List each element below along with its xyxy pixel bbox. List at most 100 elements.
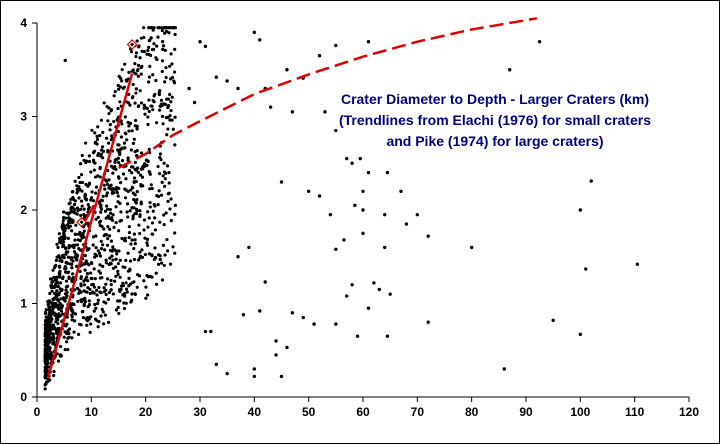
data-point — [142, 49, 146, 54]
data-point — [54, 320, 58, 324]
data-point — [120, 79, 124, 83]
data-point — [167, 181, 171, 185]
data-point — [57, 264, 62, 268]
data-point — [142, 103, 146, 107]
data-point — [50, 280, 54, 284]
data-point — [123, 239, 128, 243]
data-point — [123, 196, 128, 200]
data-point — [63, 229, 67, 233]
data-point — [109, 283, 113, 287]
data-point — [49, 355, 53, 360]
data-point — [214, 75, 218, 79]
data-point — [198, 40, 202, 44]
data-point — [133, 150, 137, 154]
data-point — [144, 285, 148, 289]
data-point — [122, 141, 127, 145]
data-point — [164, 211, 168, 215]
data-point — [101, 264, 105, 268]
data-point — [61, 227, 65, 231]
data-point — [96, 325, 100, 329]
data-point — [59, 281, 63, 285]
data-point — [130, 69, 134, 73]
data-point — [426, 234, 430, 238]
data-point — [108, 123, 112, 127]
data-point — [156, 164, 160, 169]
data-point — [334, 247, 338, 251]
data-point — [285, 68, 289, 72]
data-point — [146, 48, 150, 53]
data-point — [130, 298, 134, 302]
data-point — [173, 231, 177, 235]
data-point — [143, 112, 147, 116]
data-point — [77, 291, 81, 296]
data-point — [83, 141, 88, 145]
data-point — [95, 288, 99, 292]
data-point — [91, 235, 96, 239]
data-point — [55, 314, 59, 318]
data-point — [79, 323, 83, 327]
data-point — [146, 225, 150, 229]
data-point — [106, 297, 110, 301]
data-point — [43, 343, 47, 347]
data-point — [149, 36, 153, 40]
data-point — [159, 26, 163, 30]
data-point — [101, 130, 105, 134]
data-point — [98, 263, 102, 267]
data-point — [203, 44, 208, 49]
data-point — [55, 289, 59, 293]
data-point — [148, 187, 152, 191]
data-point — [94, 191, 98, 195]
data-point — [107, 234, 112, 238]
data-point — [105, 105, 109, 109]
data-point — [86, 202, 90, 207]
data-point — [87, 159, 92, 164]
data-point — [89, 198, 93, 202]
data-point — [92, 285, 97, 289]
data-point — [133, 200, 138, 204]
data-point — [317, 194, 322, 198]
data-point — [93, 131, 97, 135]
data-point — [366, 306, 371, 310]
data-point — [126, 156, 130, 160]
data-point — [98, 175, 102, 179]
data-point — [106, 119, 110, 123]
data-point — [82, 207, 86, 211]
data-point — [133, 160, 138, 165]
y-tick-label: 4 — [20, 16, 27, 30]
data-point — [133, 62, 137, 66]
data-point — [131, 141, 135, 146]
data-point — [77, 196, 81, 200]
data-point — [114, 221, 118, 225]
data-point — [160, 114, 165, 118]
data-point — [301, 315, 305, 320]
data-point — [126, 251, 130, 255]
data-point — [399, 189, 403, 193]
data-point — [131, 95, 135, 99]
data-point — [164, 29, 169, 34]
data-point — [66, 270, 71, 274]
data-point — [47, 321, 52, 326]
data-point — [147, 252, 151, 256]
data-point — [70, 279, 74, 283]
data-point — [136, 63, 141, 67]
data-point — [109, 211, 113, 215]
data-point — [138, 213, 142, 217]
title-line-1: Crater Diameter to Depth - Larger Crater… — [341, 91, 649, 107]
data-point — [53, 264, 57, 268]
data-point — [63, 265, 67, 269]
data-point — [73, 202, 77, 206]
data-point — [153, 92, 157, 96]
data-point — [125, 138, 129, 142]
data-point — [124, 258, 128, 262]
data-point — [121, 281, 125, 285]
data-point — [123, 236, 127, 240]
data-point — [132, 180, 136, 184]
data-point — [43, 352, 48, 356]
data-point — [64, 261, 68, 265]
data-point — [56, 318, 60, 322]
data-point — [56, 303, 60, 308]
data-point — [111, 292, 115, 296]
data-point — [115, 252, 119, 256]
data-point — [142, 218, 147, 222]
data-point — [54, 258, 58, 262]
